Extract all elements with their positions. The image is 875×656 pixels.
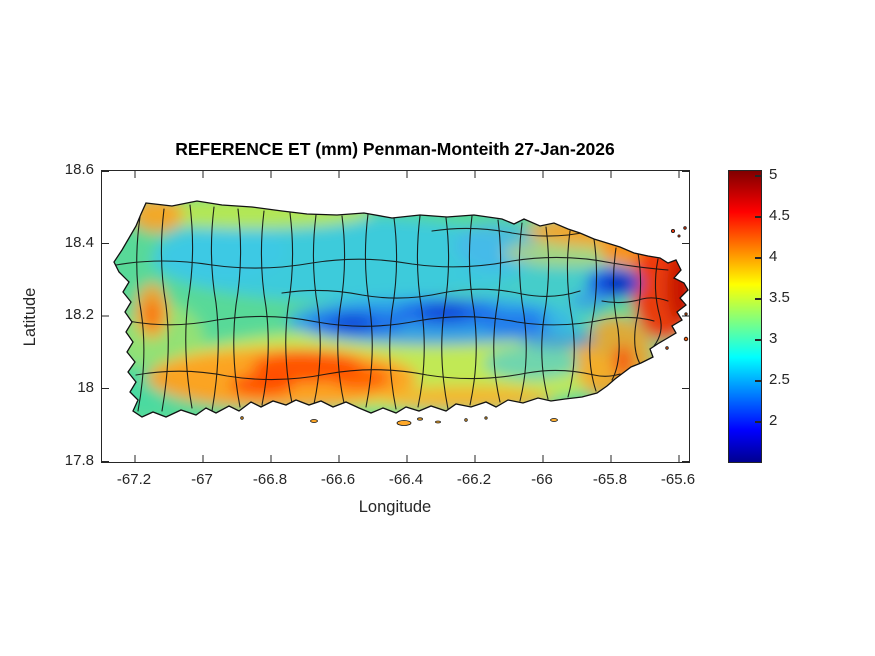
- colorbar-tick-label: 4: [769, 248, 778, 265]
- colorbar-tick: [755, 257, 761, 259]
- colorbar-tick-label: 4.5: [769, 207, 790, 224]
- colorbar: [728, 170, 762, 463]
- colorbar-tick: [755, 421, 761, 423]
- colorbar-tick: [755, 175, 761, 177]
- x-tick-label: -66.2: [456, 471, 492, 488]
- x-tick-label: -67: [191, 471, 213, 488]
- x-axis-label: Longitude: [358, 498, 432, 516]
- x-tick-label: -65.6: [660, 471, 696, 488]
- figure-title: REFERENCE ET (mm) Penman-Monteith 27-Jan…: [175, 139, 615, 159]
- x-tick-label: -66: [531, 471, 553, 488]
- et-field: [114, 201, 688, 417]
- x-tick-label: -66.8: [252, 471, 288, 488]
- colorbar-tick: [755, 380, 761, 382]
- colorbar-tick-label: 2.5: [769, 371, 790, 388]
- y-tick-label: 18.6: [64, 161, 94, 178]
- colorbar-tick-label: 3.5: [769, 289, 790, 306]
- colorbar-tick: [755, 298, 761, 300]
- colorbar-tick-label: 3: [769, 330, 778, 347]
- y-tick-label: 17.8: [64, 452, 94, 469]
- y-tick-label: 18.4: [64, 234, 94, 251]
- axis-ticks: [102, 171, 689, 462]
- x-tick-label: -66.6: [320, 471, 356, 488]
- municipality-boundaries: [115, 204, 669, 412]
- y-axis-label: Latitude: [21, 287, 39, 347]
- colorbar-tick: [755, 216, 761, 218]
- x-tick-label: -67.2: [116, 471, 152, 488]
- colorbar-tick: [755, 339, 761, 341]
- y-tick-label: 18.2: [64, 306, 94, 323]
- islets: [240, 226, 689, 426]
- y-tick-label: 18: [77, 379, 94, 396]
- coastline: [113, 200, 689, 418]
- puerto-rico-et-map: [102, 171, 689, 462]
- x-tick-label: -66.4: [388, 471, 424, 488]
- colorbar-tick-label: 2: [769, 412, 778, 429]
- colorbar-tick-label: 5: [769, 166, 778, 183]
- x-tick-label: -65.8: [592, 471, 628, 488]
- plot-area: [101, 170, 690, 463]
